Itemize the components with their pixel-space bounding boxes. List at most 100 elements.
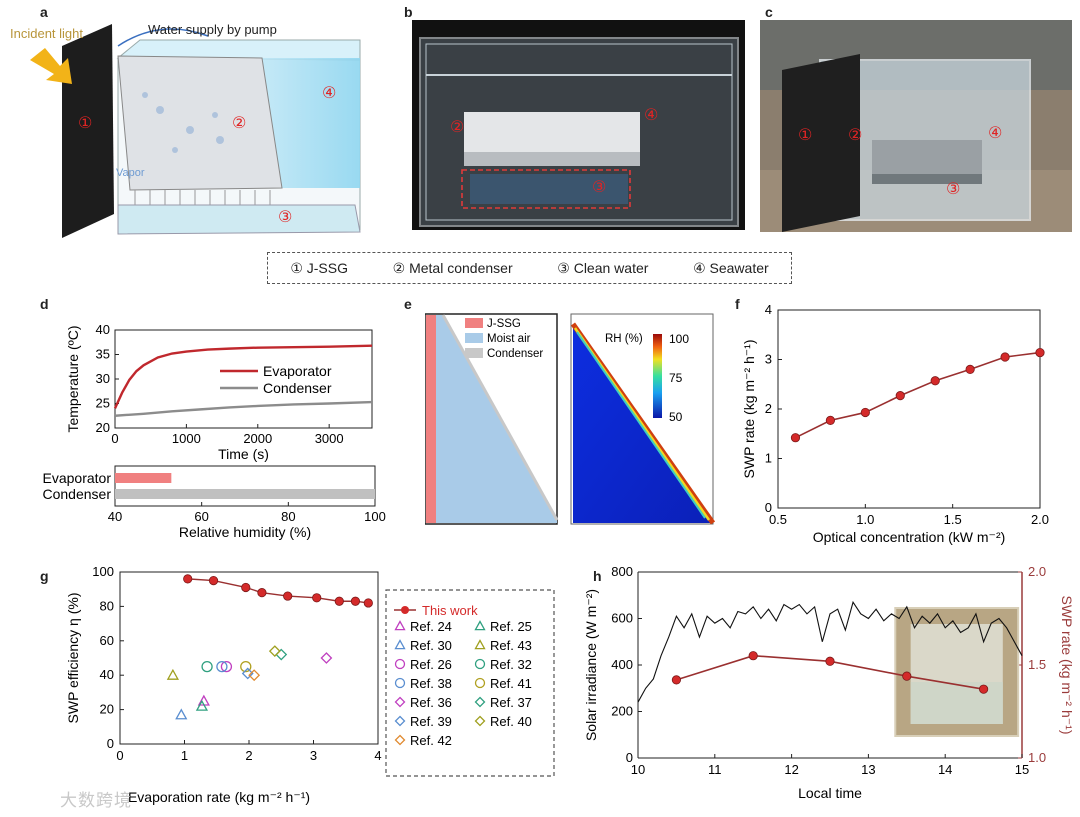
y-axis-label-g: SWP efficiency η (%) (65, 593, 81, 724)
legend-marker-ref-40 (474, 715, 486, 727)
y-tick-label-g: 20 (100, 702, 114, 717)
y-tick-label-d-top: 20 (96, 420, 110, 435)
bar-evaporator (115, 473, 172, 483)
x-tick-label-g: 3 (310, 748, 317, 763)
y-left-axis-label-h: Solar irradiance (W m⁻²) (583, 589, 599, 741)
y-right-axis-label-h: SWP rate (kg m⁻² h⁻¹) (1059, 596, 1075, 735)
y-right-tick-label-h: 1.5 (1028, 657, 1046, 672)
x-tick-label-d-bottom: 60 (194, 509, 208, 524)
x-axis-label-d-top: Time (s) (218, 446, 269, 462)
y-tick-label-f: 4 (765, 302, 772, 317)
panel-c-photo: ① ② ③ ④ (760, 20, 1072, 232)
y-tick-label-g: 80 (100, 598, 114, 613)
series-line-condenser (114, 400, 373, 417)
colorbar-tick-75: 75 (669, 371, 683, 385)
y-axis-label-f: SWP rate (kg m⁻² h⁻¹) (741, 340, 757, 479)
category-label-evaporator: Evaporator (43, 470, 112, 486)
x-tick-label-g: 2 (245, 748, 252, 763)
colorbar-tick-100: 100 (669, 332, 689, 346)
vapor-droplets (142, 92, 224, 153)
water-supply-label: Water supply by pump (148, 22, 277, 37)
y-tick-label-f: 0 (765, 500, 772, 515)
data-point-ref-37 (275, 648, 288, 661)
data-point-f (895, 391, 905, 401)
legend-marker-ref-30 (394, 639, 406, 650)
data-point-f (965, 364, 975, 375)
x-tick-label-h: 13 (861, 762, 875, 777)
marker-c-3: ③ (946, 181, 960, 198)
y-tick-label-g: 40 (100, 667, 114, 682)
y-tick-label-f: 1 (765, 451, 772, 466)
data-point-this-work (183, 574, 193, 584)
data-point-swp-rate (671, 675, 682, 685)
x-tick-label-h: 14 (938, 762, 952, 777)
x-tick-label-h: 10 (631, 762, 645, 777)
marker-a-2: ② (232, 115, 246, 132)
panel-letter-g: g (40, 568, 49, 584)
legend-marker-ref-37 (474, 696, 486, 708)
panel-letter-e: e (404, 296, 412, 312)
panel-letter-f: f (735, 296, 740, 312)
data-point-ref-39 (241, 667, 254, 680)
legend-label-moist-air: Moist air (487, 333, 531, 345)
legend-seawater: ④ Seawater (693, 259, 769, 276)
marker-a-4: ④ (322, 85, 336, 102)
x-tick-label-g: 1 (181, 748, 188, 763)
marker-c-4: ④ (988, 125, 1002, 142)
x-tick-label-f: 0.5 (769, 512, 787, 527)
x-tick-label-d-top: 2000 (243, 431, 272, 446)
panel-letter-c: c (765, 4, 773, 20)
data-point-this-work (208, 576, 219, 586)
data-point-ref-26 (220, 660, 233, 673)
legend-marker-ref-38 (394, 677, 406, 689)
colorbar-title: RH (%) (605, 333, 643, 345)
x-axis-label-h: Local time (798, 785, 862, 801)
legend-marker-this-work (401, 606, 409, 614)
legend-label-ref-39: Ref. 39 (410, 714, 452, 729)
legend-label-ref-36: Ref. 36 (410, 695, 452, 710)
incident-light-label: Incident light (10, 26, 83, 41)
y-left-tick-label-h: 800 (611, 564, 633, 579)
chart-h-outdoor: 10 11 12 13 14 15 0 200 400 600 800 1.0 1.5 2.0 Local … (583, 564, 1075, 801)
rh-colorbar (653, 334, 662, 418)
plot-frame-d-bottom (114, 465, 376, 507)
y-tick-label-d-top: 25 (96, 396, 110, 411)
legend-swatch-moist-air (465, 333, 483, 343)
plot-frame-f (777, 309, 1041, 509)
data-point-this-work (257, 588, 267, 598)
data-point-this-work (363, 598, 373, 608)
panel-letter-b: b (404, 4, 413, 20)
bar-condenser (115, 489, 375, 499)
series-line-evaporator (113, 344, 373, 409)
data-point-ref-43 (166, 668, 179, 680)
x-tick-label-g: 0 (116, 748, 123, 763)
x-tick-label-f: 2.0 (1031, 512, 1049, 527)
jssg-plate (62, 24, 114, 238)
x-axis-label-d-bottom: Relative humidity (%) (179, 524, 311, 540)
legend-marker-ref-41 (474, 677, 486, 689)
y-left-tick-label-h: 0 (626, 750, 633, 765)
data-point-ref-38 (216, 660, 228, 673)
legend-marker-ref-24 (394, 620, 406, 631)
data-point-swp-rate (978, 684, 989, 694)
legend-label-ref-40: Ref. 40 (490, 714, 532, 729)
data-point-f (860, 407, 870, 418)
data-point-this-work (334, 596, 344, 606)
legend-label-ref-43: Ref. 43 (490, 638, 532, 653)
legend-label-ref-30: Ref. 30 (410, 638, 452, 653)
legend-marker-ref-25 (474, 620, 486, 631)
legend-label-condenser: Condenser (487, 348, 543, 360)
marker-c-1: ① (798, 127, 812, 144)
panel-letter-d: d (40, 296, 49, 312)
x-tick-label-h: 12 (784, 762, 798, 777)
y-tick-label-g: 0 (107, 736, 114, 751)
legend-label-ref-37: Ref. 37 (490, 695, 532, 710)
legend-marker-ref-42 (394, 734, 406, 746)
series-line-f (795, 351, 1041, 439)
y-right-tick-label-h: 2.0 (1028, 564, 1046, 579)
component-legend-box: ① J-SSG ② Metal condenser ③ Clean water … (267, 252, 792, 284)
x-tick-label-f: 1.5 (944, 512, 962, 527)
data-point-f (825, 415, 836, 425)
y-left-tick-label-h: 200 (611, 704, 633, 719)
